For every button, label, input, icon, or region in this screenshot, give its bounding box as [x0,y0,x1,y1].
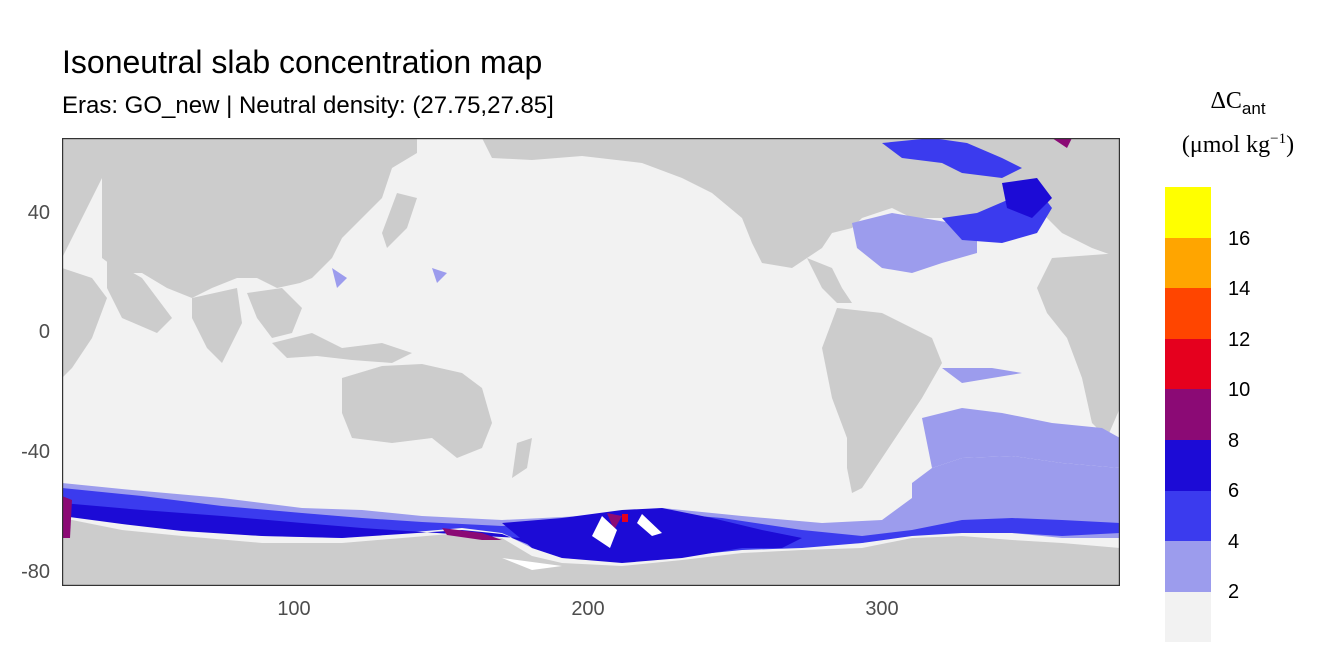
legend-swatch [1165,439,1211,491]
legend-label: 14 [1228,278,1251,300]
land-australia [342,364,492,458]
map-panel [62,138,1120,586]
legend-swatch [1165,541,1211,592]
y-tick-label: -40 [21,441,50,463]
legend-label: 10 [1228,379,1251,401]
legend-title-subscript: ant [1241,98,1266,118]
y-tick-label: 0 [38,321,50,343]
legend-unit-close: ) [1286,131,1295,158]
legend-unit: (μmol kg [1181,131,1271,158]
land-india [192,288,242,363]
land-africa-east [1037,253,1120,438]
legend-swatch [1165,389,1211,440]
legend-unit-exponent: −1 [1270,130,1287,147]
legend-label: 8 [1228,430,1240,452]
legend-colorbar [1165,187,1211,643]
legend-label: 16 [1228,228,1251,250]
land-south-america [822,308,942,493]
ice-pockets [502,514,662,570]
land-africa-west [62,138,102,258]
legend-label: 2 [1228,581,1240,603]
land-antarctica [62,518,1120,586]
map-subtitle: Eras: GO_new | Neutral density: (27.75,2… [62,92,554,119]
land-new-zealand [512,438,532,478]
y-tick-label: -80 [21,561,50,583]
legend-swatch [1165,490,1211,542]
band-purple [62,138,1072,540]
land-europe [1037,158,1120,258]
legend-swatch [1165,237,1211,289]
legend-swatch [1165,591,1211,643]
x-tick-label: 100 [277,598,311,620]
legend-label: 4 [1228,531,1240,553]
legend-label: 12 [1228,329,1251,351]
legend-label: 6 [1228,480,1240,502]
x-tick-label: 200 [571,598,605,620]
y-tick-label: 40 [27,202,50,224]
land-arabia [107,258,172,333]
land-eurasia [102,138,417,298]
land-indonesia [272,333,412,363]
land-japan [382,193,417,248]
land-central-america [807,258,852,303]
land-masses [62,138,1120,586]
land-se-asia [247,288,302,338]
legend-swatch [1165,187,1211,238]
band-red [622,514,628,522]
legend-title-symbol: ΔC [1210,88,1242,114]
map-title: Isoneutral slab concentration map [62,44,543,80]
legend-swatch [1165,288,1211,339]
legend-title: ΔCant (μmol kg−1) [1158,88,1318,159]
x-tick-label: 300 [865,598,899,620]
legend-swatch [1165,338,1211,390]
land-africa-horn [62,268,107,378]
